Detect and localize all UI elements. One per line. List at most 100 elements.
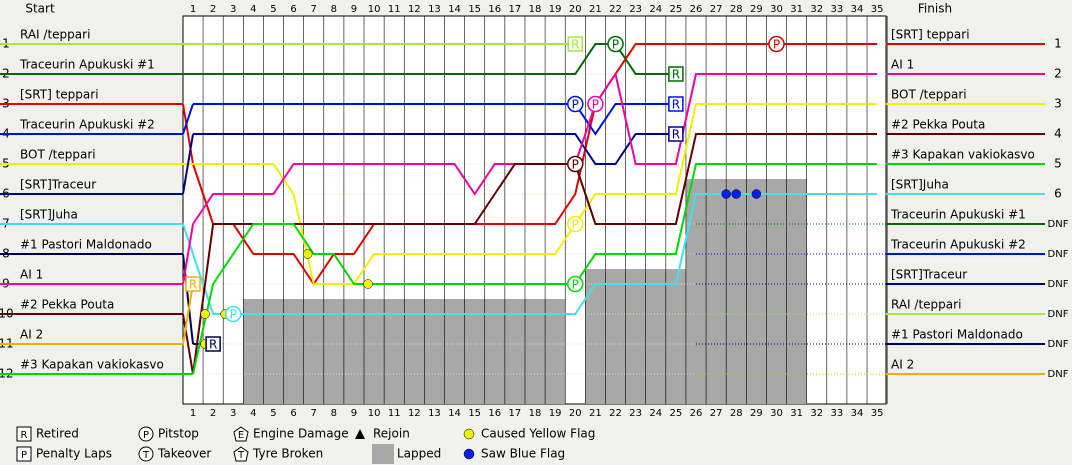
event-marker <box>668 126 684 142</box>
lap-label-top: 22 <box>609 4 622 15</box>
event-label: R <box>189 278 197 292</box>
lap-label-top: 32 <box>810 4 823 15</box>
legend-symbol-label: T <box>237 450 245 461</box>
finish-result: 5 <box>1054 157 1062 171</box>
event-marker <box>567 36 584 52</box>
lap-label-top: 25 <box>670 4 683 15</box>
event-label: P <box>230 308 237 322</box>
lap-label-top: 5 <box>270 4 276 15</box>
lap-label-top: 31 <box>790 4 803 15</box>
lap-label-top: 6 <box>290 4 296 15</box>
lap-label-bottom: 22 <box>609 408 622 419</box>
finish-name: RAI /teppari <box>891 298 961 312</box>
lap-label-bottom: 3 <box>230 408 236 419</box>
position-line <box>192 163 878 375</box>
lap-label-top: 9 <box>351 4 357 15</box>
legend-symbol-label: E <box>238 430 244 441</box>
lap-label-bottom: 7 <box>311 408 317 419</box>
event-marker <box>567 215 584 233</box>
lap-label-top: 23 <box>629 4 642 15</box>
lap-label-top: 14 <box>448 4 461 15</box>
lap-label-bottom: 18 <box>529 408 542 419</box>
start-segment <box>182 283 194 345</box>
finish-name: Traceurin Apukuski #2 <box>890 238 1026 252</box>
legend-label: Caused Yellow Flag <box>481 427 595 441</box>
lap-label-top: 33 <box>830 4 843 15</box>
finish-name: #1 Pastori Maldonado <box>891 328 1023 342</box>
finish-result: DNF <box>1048 249 1069 260</box>
lap-label-top: 7 <box>311 4 317 15</box>
event-label: P <box>572 278 579 292</box>
flag-marker <box>302 249 313 259</box>
lap-label-bottom: 15 <box>468 408 481 419</box>
start-name: #3 Kapakan vakiokasvo <box>20 358 164 372</box>
lap-label-top: 16 <box>488 4 501 15</box>
lap-label-bottom: 16 <box>488 408 501 419</box>
event-label: R <box>672 98 680 112</box>
lap-label-top: 29 <box>750 4 763 15</box>
lap-label-top: 18 <box>529 4 542 15</box>
start-name: [SRT]Juha <box>20 208 78 222</box>
event-label: P <box>592 98 599 112</box>
lap-label-top: 35 <box>871 4 884 15</box>
event-label: R <box>209 338 217 352</box>
finish-result: DNF <box>1048 279 1069 290</box>
legend-symbol <box>16 446 32 462</box>
flag-marker <box>363 279 373 289</box>
position-line <box>193 103 676 136</box>
finish-name: Traceurin Apukuski #1 <box>890 208 1026 222</box>
lap-label-bottom: 30 <box>770 408 783 419</box>
legend-symbol <box>233 446 249 462</box>
lap-label-bottom: 11 <box>388 408 401 419</box>
lap-label-bottom: 5 <box>270 408 276 419</box>
lap-label-top: 21 <box>589 4 602 15</box>
lap-label-top: 24 <box>649 4 662 15</box>
start-segment <box>182 103 194 165</box>
event-marker <box>668 96 684 112</box>
lap-label-top: 30 <box>770 4 783 15</box>
event-label: P <box>773 38 780 52</box>
lap-label-top: 1 <box>190 4 196 15</box>
start-name: Traceurin Apukuski #1 <box>19 58 155 72</box>
legend-symbol-label: T <box>142 450 150 461</box>
legend-symbol <box>372 444 394 464</box>
legend-label: Engine Damage <box>253 427 349 441</box>
legend-symbol-label: R <box>21 430 28 441</box>
legend-symbol <box>138 446 154 462</box>
lap-label-top: 12 <box>408 4 421 15</box>
legend-label: Rejoin <box>373 427 410 441</box>
start-name: AI 2 <box>20 328 43 342</box>
position-line <box>192 43 878 286</box>
lap-label-bottom: 6 <box>290 408 296 419</box>
lap-label-top: 10 <box>368 4 381 15</box>
finish-result: DNF <box>1048 339 1069 350</box>
finish-result: 3 <box>1054 97 1062 111</box>
lap-label-top: 34 <box>851 4 864 15</box>
event-marker <box>205 336 221 352</box>
lap-label-top: 27 <box>710 4 723 15</box>
position-line <box>193 133 676 165</box>
event-marker <box>567 155 584 173</box>
lap-label-bottom: 1 <box>190 408 196 419</box>
finish-name: AI 1 <box>891 58 914 72</box>
event-marker <box>587 95 604 113</box>
lap-label-bottom: 24 <box>649 408 662 419</box>
legend-symbol <box>138 426 154 442</box>
finish-title: Finish <box>918 2 952 16</box>
flag-marker <box>751 189 762 199</box>
position-line <box>192 133 878 375</box>
lap-label-top: 8 <box>331 4 337 15</box>
event-label: P <box>572 158 579 172</box>
lapped-area <box>585 269 686 404</box>
event-marker <box>607 35 624 53</box>
lap-label-bottom: 25 <box>670 408 683 419</box>
lap-label-top: 19 <box>549 4 562 15</box>
finish-name: #2 Pekka Pouta <box>891 118 985 132</box>
legend-symbol <box>463 448 475 460</box>
start-name: #2 Pekka Pouta <box>20 298 114 312</box>
finish-name: #3 Kapakan vakiokasvo <box>891 148 1035 162</box>
start-name: [SRT]Traceur <box>20 178 96 192</box>
lap-label-bottom: 10 <box>368 408 381 419</box>
start-segment <box>182 223 194 255</box>
